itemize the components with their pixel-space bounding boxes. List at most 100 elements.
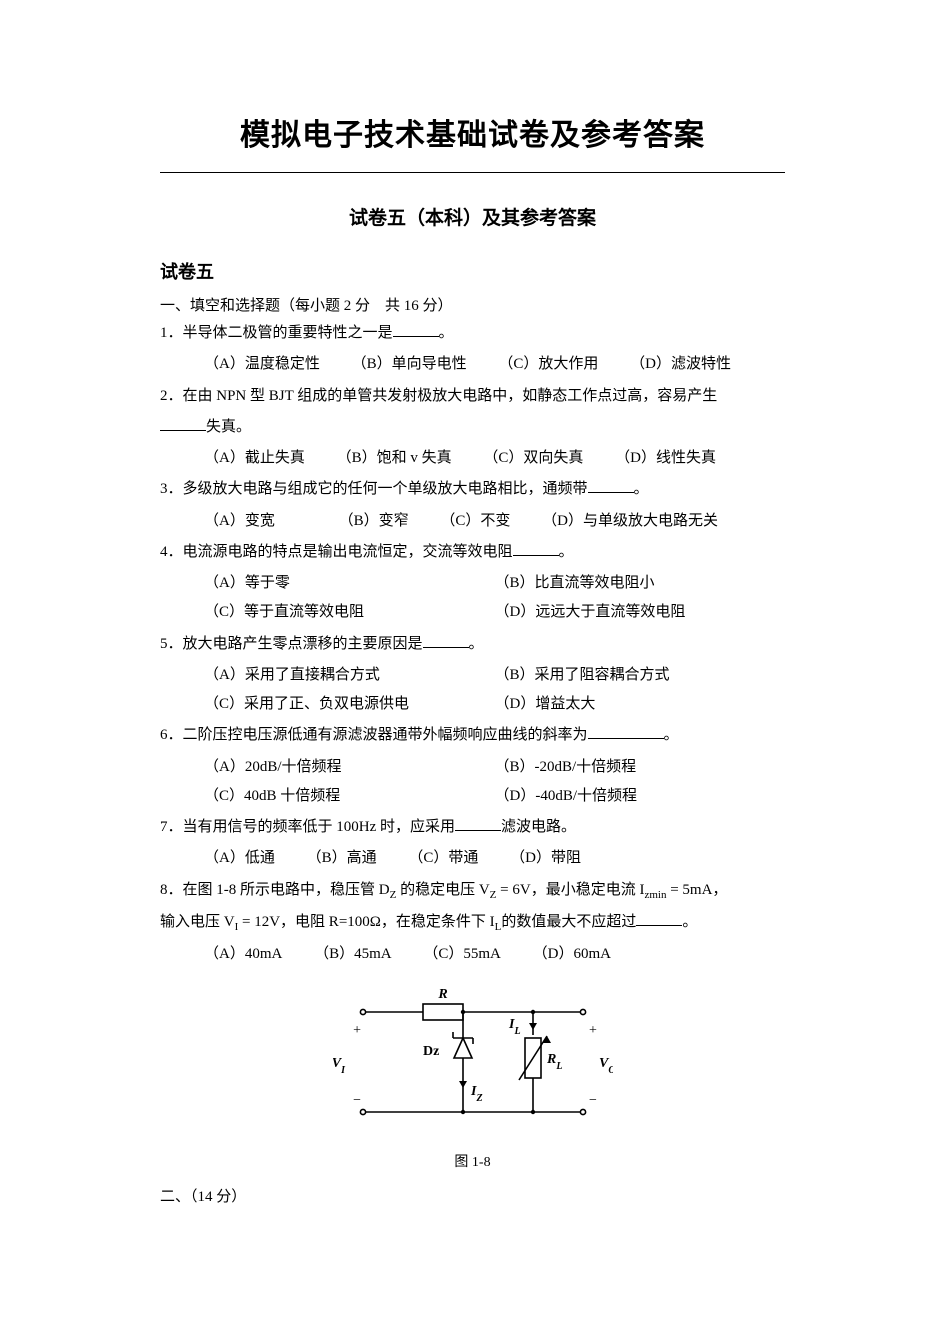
svg-text:−: − [353, 1093, 361, 1108]
q7-opt-d: （D）带阻 [510, 844, 581, 873]
q8-l2a: 输入电压 V [160, 914, 235, 930]
q8-l1g: = 5mA， [666, 882, 727, 898]
q8-options: （A）40mA （B）45mA （C）55mA （D）60mA [160, 940, 785, 969]
svg-text:RL: RL [546, 1052, 562, 1072]
q5-stem-b: 。 [469, 636, 484, 652]
blank [513, 541, 559, 556]
q5-opt-c: （C）采用了正、负双电源供电 [204, 690, 495, 719]
question-4: 4．电流源电路的特点是输出电流恒定，交流等效电阻。 [160, 538, 785, 567]
q6-stem-a: 6．二阶压控电压源低通有源滤波器通带外幅频响应曲线的斜率为 [160, 727, 588, 743]
q3-stem-a: 3．多级放大电路与组成它的任何一个单级放大电路相比，通频带 [160, 481, 588, 497]
question-1: 1．半导体二极管的重要特性之一是 。 [160, 319, 785, 348]
q8-opt-b: （B）45mA [314, 940, 392, 969]
svg-text:Dz: Dz [423, 1044, 439, 1059]
question-8-line1: 8．在图 1-8 所示电路中，稳压管 DZ 的稳定电压 VZ = 6V，最小稳定… [160, 876, 785, 906]
question-7: 7．当有用信号的频率低于 100Hz 时，应采用 滤波电路。 [160, 813, 785, 842]
q6-opt-b: （B）-20dB/十倍频程 [495, 753, 786, 782]
q8-l2c: = 12V，电阻 R=100Ω，在稳定条件下 I [238, 914, 494, 930]
figure-1-8: R + − + − VI VO Dz IZ IL RL 图 1-8 [160, 980, 785, 1171]
main-title: 模拟电子技术基础试卷及参考答案 [160, 110, 785, 154]
q1-opt-c: （C）放大作用 [498, 350, 598, 379]
q7-opt-a: （A）低通 [204, 844, 275, 873]
q5-opt-b: （B）采用了阻容耦合方式 [495, 661, 786, 690]
q5-opt-d: （D）增益太大 [495, 690, 786, 719]
q6-options: （A）20dB/十倍频程 （B）-20dB/十倍频程 （C）40dB 十倍频程 … [160, 753, 785, 812]
blank [423, 633, 469, 648]
q5-opt-a: （A）采用了直接耦合方式 [204, 661, 495, 690]
blank [588, 724, 664, 739]
q7-options: （A）低通 （B）高通 （C）带通 （D）带阻 [160, 844, 785, 873]
q5-stem-a: 5．放大电路产生零点漂移的主要原因是 [160, 636, 423, 652]
svg-text:IL: IL [508, 1017, 521, 1037]
question-8-line2: 输入电压 VI = 12V，电阻 R=100Ω，在稳定条件下 IL的数值最大不应… [160, 908, 785, 938]
svg-text:VO: VO [599, 1056, 613, 1076]
q3-stem-b: 。 [634, 481, 649, 497]
figure-caption: 图 1-8 [160, 1151, 785, 1171]
exam-section-label: 试卷五 [160, 258, 785, 284]
blank [393, 322, 439, 337]
blank [455, 816, 501, 831]
part1-heading: 一、填空和选择题（每小题 2 分 共 16 分） [160, 294, 785, 315]
svg-text:−: − [589, 1093, 597, 1108]
question-6: 6．二阶压控电压源低通有源滤波器通带外幅频响应曲线的斜率为 。 [160, 721, 785, 750]
q6-stem-b: 。 [664, 727, 679, 743]
q8-l1c: 的稳定电压 V [396, 882, 489, 898]
q1-opt-a: （A）温度稳定性 [204, 350, 320, 379]
q1-opt-d: （D）滤波特性 [630, 350, 731, 379]
circuit-diagram: R + − + − VI VO Dz IZ IL RL [333, 980, 613, 1140]
q8-opt-c: （C）55mA [423, 940, 501, 969]
q6-opt-a: （A）20dB/十倍频程 [204, 753, 495, 782]
q5-options: （A）采用了直接耦合方式 （B）采用了阻容耦合方式 （C）采用了正、负双电源供电… [160, 661, 785, 720]
svg-text:+: + [353, 1023, 361, 1038]
question-3: 3．多级放大电路与组成它的任何一个单级放大电路相比，通频带 。 [160, 475, 785, 504]
q4-opt-b: （B）比直流等效电阻小 [495, 569, 786, 598]
q7-opt-c: （C）带通 [408, 844, 478, 873]
q2-opt-d: （D）线性失真 [615, 444, 716, 473]
q2-opt-b: （B）饱和 v 失真 [337, 444, 452, 473]
q6-opt-d: （D）-40dB/十倍频程 [495, 782, 786, 811]
q8-l2f: 。 [682, 914, 697, 930]
svg-text:VI: VI [333, 1056, 346, 1076]
q3-opt-d: （D）与单级放大电路无关 [542, 507, 718, 536]
part2-heading: 二、（14 分） [160, 1185, 785, 1206]
question-2-cont: 失真。 [160, 413, 785, 442]
q3-opt-c: （C）不变 [440, 507, 510, 536]
q1-stem-a: 1．半导体二极管的重要特性之一是 [160, 325, 393, 341]
question-5: 5．放大电路产生零点漂移的主要原因是 。 [160, 630, 785, 659]
q1-opt-b: （B）单向导电性 [352, 350, 467, 379]
q7-stem-b: 滤波电路。 [501, 819, 576, 835]
q2-opt-a: （A）截止失真 [204, 444, 305, 473]
q7-opt-b: （B）高通 [307, 844, 377, 873]
q8-opt-a: （A）40mA [204, 940, 282, 969]
q3-options: （A）变宽 （B）变窄 （C）不变 （D）与单级放大电路无关 [160, 507, 785, 536]
sub-title: 试卷五（本科）及其参考答案 [160, 203, 785, 230]
q8-l1f: zmin [644, 889, 666, 901]
q3-opt-a: （A）变宽 [204, 507, 275, 536]
q4-stem-a: 4．电流源电路的特点是输出电流恒定，交流等效电阻 [160, 544, 513, 560]
q2-stem-a: 2．在由 NPN 型 BJT 组成的单管共发射极放大电路中，如静态工作点过高，容… [160, 388, 717, 404]
q2-cont: 失真。 [206, 419, 251, 435]
q8-opt-d: （D）60mA [533, 940, 611, 969]
q8-l2e: 的数值最大不应超过 [501, 914, 636, 930]
q3-opt-b: （B）变窄 [339, 507, 409, 536]
q8-l1a: 8．在图 1-8 所示电路中，稳压管 D [160, 882, 390, 898]
q1-options: （A）温度稳定性 （B）单向导电性 （C）放大作用 （D）滤波特性 [160, 350, 785, 379]
q4-opt-c: （C）等于直流等效电阻 [204, 598, 495, 627]
q4-options: （A）等于零 （B）比直流等效电阻小 （C）等于直流等效电阻 （D）远远大于直流… [160, 569, 785, 628]
title-underline [160, 172, 785, 173]
q1-stem-b: 。 [439, 325, 454, 341]
blank [636, 911, 682, 926]
q2-options: （A）截止失真 （B）饱和 v 失真 （C）双向失真 （D）线性失真 [160, 444, 785, 473]
q2-opt-c: （C）双向失真 [483, 444, 583, 473]
q7-stem-a: 7．当有用信号的频率低于 100Hz 时，应采用 [160, 819, 455, 835]
question-2: 2．在由 NPN 型 BJT 组成的单管共发射极放大电路中，如静态工作点过高，容… [160, 382, 785, 411]
q4-opt-a: （A）等于零 [204, 569, 495, 598]
q8-l1e: = 6V，最小稳定电流 I [496, 882, 644, 898]
svg-text:IZ: IZ [470, 1084, 483, 1104]
blank [160, 416, 206, 431]
q6-opt-c: （C）40dB 十倍频程 [204, 782, 495, 811]
svg-text:+: + [589, 1023, 597, 1038]
blank [588, 478, 634, 493]
q4-opt-d: （D）远远大于直流等效电阻 [495, 598, 786, 627]
svg-text:R: R [437, 987, 447, 1002]
